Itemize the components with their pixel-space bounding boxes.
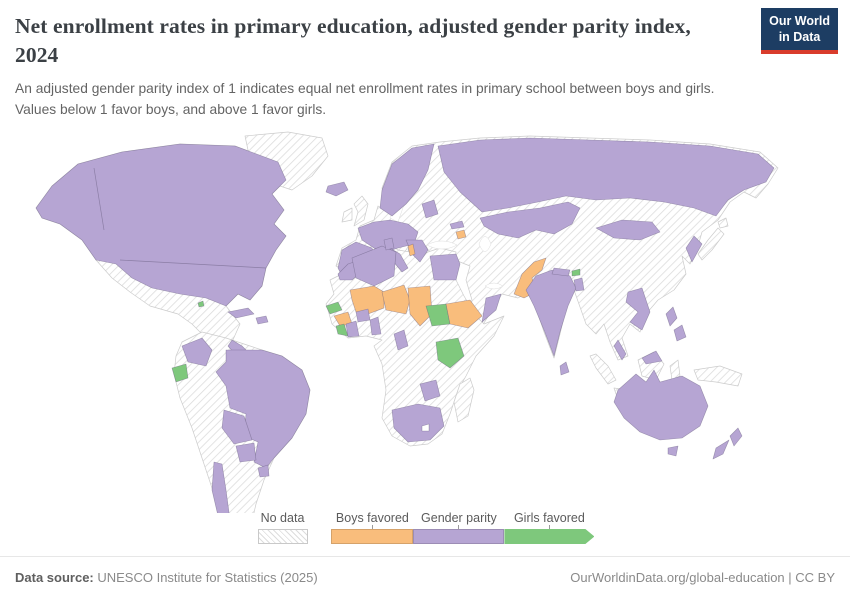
region-tunisia[interactable]: [383, 237, 395, 251]
legend-category-label: Girls favored: [513, 511, 585, 525]
data-source: Data source: UNESCO Institute for Statis…: [15, 570, 318, 585]
owid-logo-line2: in Data: [778, 29, 821, 44]
region-hispaniola[interactable]: [255, 315, 269, 325]
water-persian-gulf: [484, 282, 504, 290]
owid-logo[interactable]: Our World in Data: [761, 8, 838, 55]
legend-category-swatch[interactable]: [413, 529, 505, 544]
region-brazil[interactable]: [215, 349, 311, 469]
border-alaska-canada-border: [93, 167, 105, 231]
region-scandinavia[interactable]: [379, 143, 435, 217]
region-mongolia[interactable]: [595, 219, 661, 241]
chart-subtitle: An adjusted gender parity index of 1 ind…: [15, 81, 715, 117]
owid-logo-line1: Our World: [769, 14, 830, 28]
region-oman-uae[interactable]: [481, 293, 502, 323]
legend-category-label: Boys favored: [335, 511, 409, 525]
world-map-svg: [35, 131, 779, 513]
data-source-value: UNESCO Institute for Statistics (2025): [93, 570, 318, 585]
region-philippines-mindanao[interactable]: [673, 324, 687, 342]
landmass-sumatra[interactable]: [589, 353, 617, 385]
region-uruguay[interactable]: [257, 464, 270, 478]
region-nepal[interactable]: [551, 267, 571, 277]
region-mali[interactable]: [349, 285, 385, 315]
landmass-new-guinea[interactable]: [693, 365, 743, 387]
region-united-states-canada[interactable]: [35, 143, 287, 307]
region-new-zealand-south[interactable]: [712, 439, 730, 460]
region-iceland[interactable]: [325, 181, 349, 197]
footer-link[interactable]: OurWorldinData.org/global-education | CC…: [570, 570, 835, 585]
region-korea[interactable]: [685, 235, 703, 263]
region-kazakhstan-central-asia[interactable]: [479, 201, 581, 239]
region-india[interactable]: [525, 269, 577, 357]
region-paraguay[interactable]: [235, 442, 257, 463]
region-trinidad-and-tobago[interactable]: [197, 300, 205, 308]
legend-category-swatch[interactable]: [331, 529, 414, 544]
region-colombia[interactable]: [181, 337, 213, 367]
region-tasmania[interactable]: [667, 445, 679, 457]
region-bhutan[interactable]: [571, 268, 581, 277]
legend-tick: [371, 525, 373, 529]
chart-title: Net enrollment rates in primary educatio…: [15, 14, 691, 68]
legend-category-label: Gender parity: [421, 511, 497, 525]
map-legend: No data Boys favored Gender parity Girls f…: [0, 511, 850, 544]
data-source-label: Data source:: [15, 570, 94, 585]
region-bolivia[interactable]: [221, 409, 253, 445]
region-tanzania[interactable]: [435, 337, 465, 369]
legend-no-data[interactable]: No data: [256, 511, 310, 544]
region-malaysia-borneo[interactable]: [641, 350, 663, 365]
landmass-united-kingdom[interactable]: [353, 195, 369, 227]
chart-footer: Data source: UNESCO Institute for Statis…: [0, 556, 850, 600]
region-chad[interactable]: [407, 285, 433, 327]
region-australia[interactable]: [613, 369, 709, 441]
region-cuba[interactable]: [227, 307, 255, 319]
region-zimbabwe[interactable]: [419, 379, 441, 402]
region-cote-divoire[interactable]: [345, 320, 360, 338]
region-vietnam-laos-cambodia[interactable]: [625, 287, 651, 331]
region-algeria[interactable]: [351, 245, 397, 287]
region-cameroon[interactable]: [393, 329, 409, 351]
region-south-africa[interactable]: [391, 403, 445, 443]
map-layers: [35, 131, 779, 513]
no-data-swatch[interactable]: [257, 529, 308, 544]
region-new-zealand-north[interactable]: [729, 427, 743, 447]
legend-category-parity[interactable]: Gender parity: [413, 511, 505, 544]
region-philippines-luzon[interactable]: [665, 306, 678, 327]
legend-bar: Boys favored Gender parity Girls favored: [331, 511, 594, 544]
water-caspian-sea: [478, 236, 492, 252]
region-albania[interactable]: [407, 243, 416, 257]
region-ethiopia[interactable]: [445, 299, 483, 329]
region-sri-lanka[interactable]: [559, 361, 570, 376]
legend-tick: [458, 525, 460, 529]
region-bangladesh[interactable]: [573, 277, 585, 292]
region-georgia[interactable]: [449, 220, 465, 230]
region-azerbaijan[interactable]: [455, 229, 467, 240]
landmass-madagascar[interactable]: [453, 377, 475, 423]
region-ecuador[interactable]: [171, 363, 189, 383]
region-baltics[interactable]: [421, 199, 439, 219]
water-black-sea: [426, 240, 458, 250]
region-malaysia-peninsula[interactable]: [613, 339, 627, 361]
landmass-japan[interactable]: [697, 227, 725, 261]
landmass-ireland[interactable]: [341, 207, 353, 223]
region-lesotho[interactable]: [421, 423, 430, 432]
legend-no-data-label: No data: [260, 511, 305, 525]
region-senegal[interactable]: [325, 301, 343, 315]
border-us-canada-border: [119, 259, 267, 269]
legend-category-swatch[interactable]: [504, 529, 594, 544]
landmass-sulawesi[interactable]: [669, 359, 681, 381]
region-niger[interactable]: [381, 284, 411, 315]
chart-header: Net enrollment rates in primary educatio…: [15, 12, 750, 120]
legend-tick: [548, 525, 550, 529]
region-russia[interactable]: [437, 137, 775, 217]
region-egypt[interactable]: [429, 253, 461, 281]
legend-category-boys[interactable]: Boys favored: [331, 511, 414, 544]
landmass-japan-hokkaido[interactable]: [717, 217, 729, 229]
region-pakistan[interactable]: [513, 257, 547, 299]
region-togo-benin[interactable]: [369, 316, 382, 336]
region-chile[interactable]: [211, 461, 236, 513]
legend-category-girls[interactable]: Girls favored: [504, 511, 594, 544]
